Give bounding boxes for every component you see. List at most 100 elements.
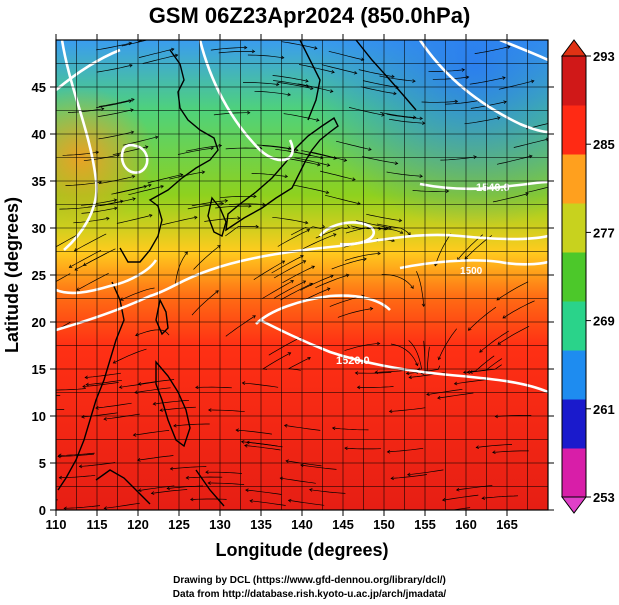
streamline-arrowhead <box>463 370 467 375</box>
streamline <box>311 151 347 161</box>
streamline <box>432 76 469 80</box>
streamline <box>73 217 110 224</box>
y-tick-label: 10 <box>32 409 46 424</box>
streamline-arrowhead <box>241 381 246 385</box>
streamline-arrowhead <box>363 257 367 261</box>
credit-drawing: Drawing by DCL (https://www.gfd-dennou.o… <box>173 575 446 586</box>
y-tick-label: 25 <box>32 268 46 283</box>
streamline-arrowhead <box>39 288 42 291</box>
streamline <box>438 328 457 360</box>
y-tick-label: 5 <box>39 456 46 471</box>
contour-label-1520: 1520.0 <box>336 355 370 367</box>
streamline <box>469 77 506 85</box>
streamline-arrowhead <box>434 511 437 514</box>
streamline-arrowhead <box>82 384 86 389</box>
credit-data: Data from http://database.rish.kyoto-u.a… <box>172 589 447 600</box>
streamline <box>121 40 149 47</box>
streamline <box>56 388 86 391</box>
streamline-arrowhead <box>190 497 194 502</box>
streamline <box>421 100 458 103</box>
streamline-arrowhead <box>408 375 412 380</box>
streamline <box>360 86 397 95</box>
streamline-arrowhead <box>240 440 245 444</box>
streamline-arrowhead <box>304 220 309 225</box>
streamline <box>309 489 346 494</box>
streamline-arrowhead <box>479 349 483 353</box>
colorbar-band <box>562 252 586 302</box>
streamline <box>497 325 530 345</box>
streamline <box>348 107 385 116</box>
x-tick-label: 155 <box>414 517 436 532</box>
streamline <box>246 441 283 448</box>
streamline <box>297 83 333 92</box>
streamline-arrowhead <box>280 55 285 60</box>
streamline <box>191 290 219 316</box>
streamline <box>56 233 80 248</box>
streamline-arrowhead <box>386 449 391 454</box>
streamline <box>81 207 118 214</box>
streamline-arrowhead <box>344 446 348 451</box>
streamline <box>185 145 222 152</box>
streamline <box>208 482 245 485</box>
streamline <box>498 80 534 90</box>
colorbar: 293 285 277 269 261 253 <box>561 39 615 514</box>
streamline <box>434 233 452 267</box>
streamline <box>331 258 367 270</box>
colorbar-label: 285 <box>593 137 615 152</box>
streamline-arrowhead <box>368 147 372 151</box>
streamline-arrowhead <box>74 267 79 271</box>
streamline-arrowhead <box>57 454 61 459</box>
streamline <box>254 90 291 96</box>
streamline-arrowhead <box>201 170 206 175</box>
streamline <box>328 50 364 61</box>
streamline <box>153 399 190 405</box>
streamline-arrowhead <box>307 356 311 361</box>
axis-ticks <box>50 34 554 516</box>
streamline-arrowhead <box>132 433 137 437</box>
streamline-arrowhead <box>455 487 460 492</box>
streamline <box>247 54 284 59</box>
streamline <box>134 387 171 393</box>
streamline-arrowhead <box>179 173 184 177</box>
streamline <box>336 140 372 151</box>
streamline <box>96 42 132 51</box>
lat-lon-grid <box>56 40 548 510</box>
streamline <box>253 260 285 280</box>
streamline-arrowhead <box>475 445 480 450</box>
streamline <box>389 407 426 412</box>
colorbar-label: 261 <box>593 402 615 417</box>
streamline <box>412 190 449 192</box>
streamline <box>136 40 141 41</box>
streamline-arrowhead <box>426 392 430 397</box>
streamline-arrowhead <box>205 470 209 475</box>
streamline <box>85 372 121 378</box>
streamline <box>294 157 330 166</box>
streamline-arrowhead <box>235 428 239 433</box>
streamline-arrowhead <box>445 189 450 193</box>
streamline <box>177 147 214 155</box>
streamline-arrowhead <box>194 215 198 220</box>
streamline-arrowhead <box>185 475 190 480</box>
streamline <box>492 450 529 453</box>
streamline <box>173 423 210 427</box>
streamline <box>96 64 133 73</box>
x-tick-label: 135 <box>250 517 272 532</box>
streamline <box>56 409 65 411</box>
streamline-arrowhead <box>326 287 331 292</box>
streamline-arrowhead <box>399 230 404 234</box>
streamline <box>261 352 291 370</box>
streamline-arrowhead <box>132 197 136 201</box>
streamline <box>513 138 548 148</box>
streamline-arrowhead <box>154 37 157 40</box>
streamline <box>236 429 272 435</box>
streamline-arrowhead <box>356 385 361 390</box>
streamline-arrowhead <box>152 401 157 406</box>
streamline <box>362 156 398 164</box>
streamline <box>337 308 373 318</box>
streamline <box>358 69 395 78</box>
y-tick-label: 45 <box>32 80 46 95</box>
streamline-arrowhead <box>160 184 164 189</box>
map-title: GSM 06Z23Apr2024 (850.0hPa) <box>148 3 471 28</box>
streamline-arrowhead <box>103 506 108 510</box>
